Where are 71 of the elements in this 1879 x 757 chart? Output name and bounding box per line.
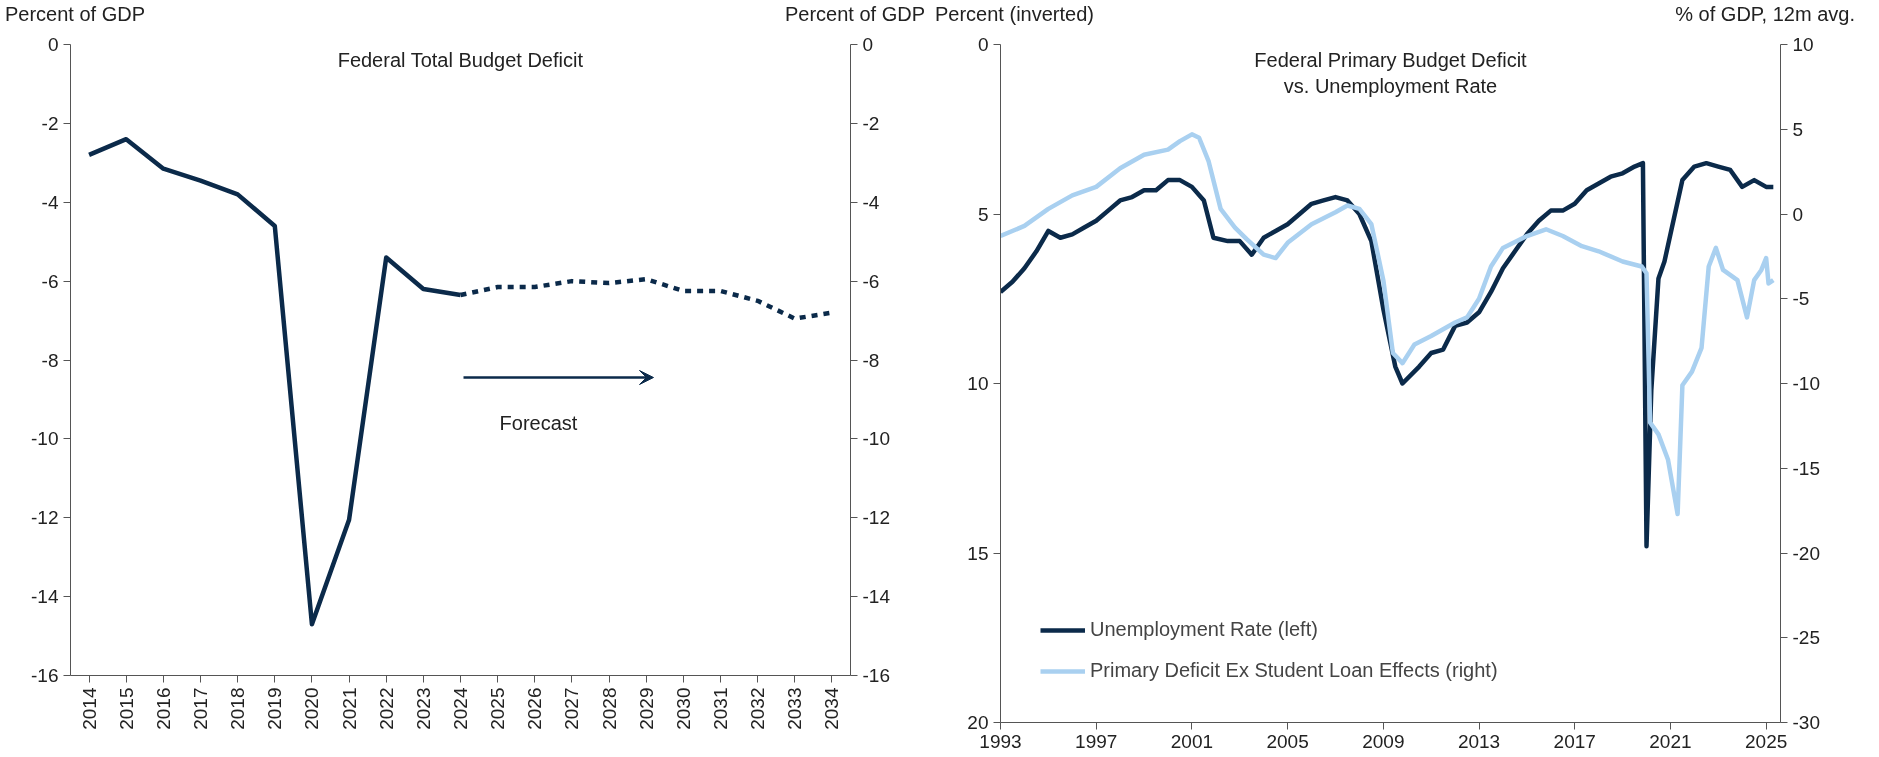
x-tick-label: 2015 (115, 687, 137, 730)
x-tick-label: 2016 (152, 687, 174, 730)
y-tick-label: 0 (47, 34, 59, 55)
y2-axis-title: % of GDP, 12m avg. (1675, 2, 1855, 27)
x-tick-label: 2024 (450, 687, 471, 730)
y2-tick-label: -10 (862, 428, 890, 450)
y2-tick-label: -8 (862, 349, 880, 371)
y-tick-label: 5 (977, 203, 989, 225)
y2-tick-label: 5 (1792, 118, 1804, 140)
y-tick-label: -16 (31, 665, 59, 686)
y2-tick-label: -4 (862, 191, 880, 213)
x-tick-label: 2023 (412, 687, 434, 730)
y2-tick-label: -20 (1792, 542, 1820, 564)
x-tick-label: 2026 (524, 687, 546, 730)
legend-label: Unemployment Rate (left) (1090, 618, 1318, 641)
y2-axis-title: Percent of GDP (784, 2, 925, 27)
x-tick-label: 2030 (672, 687, 694, 730)
x-tick-label: 2021 (338, 687, 360, 730)
annotation: Forecast (499, 411, 578, 434)
y-tick-label: 20 (967, 712, 989, 733)
x-tick-label: 2018 (227, 687, 249, 730)
x-tick-label: 2021 (1649, 730, 1692, 752)
x-tick-label: 2028 (598, 687, 620, 730)
y2-tick-label: -12 (862, 507, 890, 529)
y2-tick-label: -5 (1792, 288, 1810, 310)
x-tick-label: 1997 (1075, 730, 1118, 752)
x-tick-label: 2032 (747, 687, 769, 730)
y2-tick-label: 10 (1792, 34, 1814, 55)
x-tick-label: 2017 (190, 687, 211, 730)
chart-title: Federal Total Budget Deficit (337, 48, 584, 71)
x-tick-label: 2034 (821, 687, 843, 730)
y2-tick-label: -25 (1792, 627, 1820, 649)
y2-tick-label: -16 (862, 665, 890, 686)
y2-tick-label: 0 (862, 34, 874, 55)
x-tick-label: 2031 (710, 687, 731, 730)
x-tick-label: 2027 (561, 687, 583, 730)
y2-tick-label: -10 (1792, 373, 1820, 394)
y-tick-label: -8 (41, 349, 59, 371)
x-tick-label: 2013 (1457, 730, 1501, 752)
x-tick-label: 2033 (784, 687, 806, 730)
y2-tick-label: -14 (862, 586, 891, 608)
x-tick-label: 2014 (78, 687, 100, 730)
y-tick-label: -14 (31, 586, 59, 608)
x-tick-label: 2020 (301, 687, 323, 730)
x-tick-label: 2001 (1170, 730, 1214, 752)
x-tick-label: 1993 (979, 730, 1022, 752)
y-tick-label: 15 (967, 542, 989, 564)
y2-tick-label: -30 (1792, 712, 1820, 733)
x-tick-label: 2017 (1553, 730, 1596, 752)
y-tick-label: -10 (31, 428, 59, 450)
y-tick-label: -6 (41, 270, 59, 292)
x-tick-label: 2019 (264, 687, 286, 730)
y2-tick-label: -6 (862, 270, 880, 292)
y-tick-label: -4 (41, 191, 59, 213)
y-tick-label: 0 (977, 34, 989, 55)
legend-label: Primary Deficit Ex Student Loan Effects (right) (1090, 659, 1498, 682)
x-tick-label: 2022 (375, 687, 397, 730)
x-tick-label: 2029 (635, 687, 657, 730)
text: Federal Primary Budget Deficit vs. Unemployment Rate (1254, 48, 1528, 97)
x-tick-label: 2005 (1266, 730, 1309, 752)
y-axis-title: Percent (inverted) (935, 2, 1094, 27)
y-axis-title: Percent of GDP (5, 2, 146, 27)
y-tick-label: -12 (31, 507, 59, 529)
y2-tick-label: 0 (1792, 203, 1804, 225)
x-tick-label: 2025 (487, 687, 509, 730)
x-tick-label: 2009 (1362, 730, 1405, 752)
y2-tick-label: -2 (862, 112, 880, 134)
y-tick-label: 10 (967, 373, 989, 394)
y-tick-label: -2 (41, 112, 59, 134)
y2-tick-label: -15 (1792, 457, 1820, 479)
x-tick-label: 2025 (1745, 730, 1788, 752)
